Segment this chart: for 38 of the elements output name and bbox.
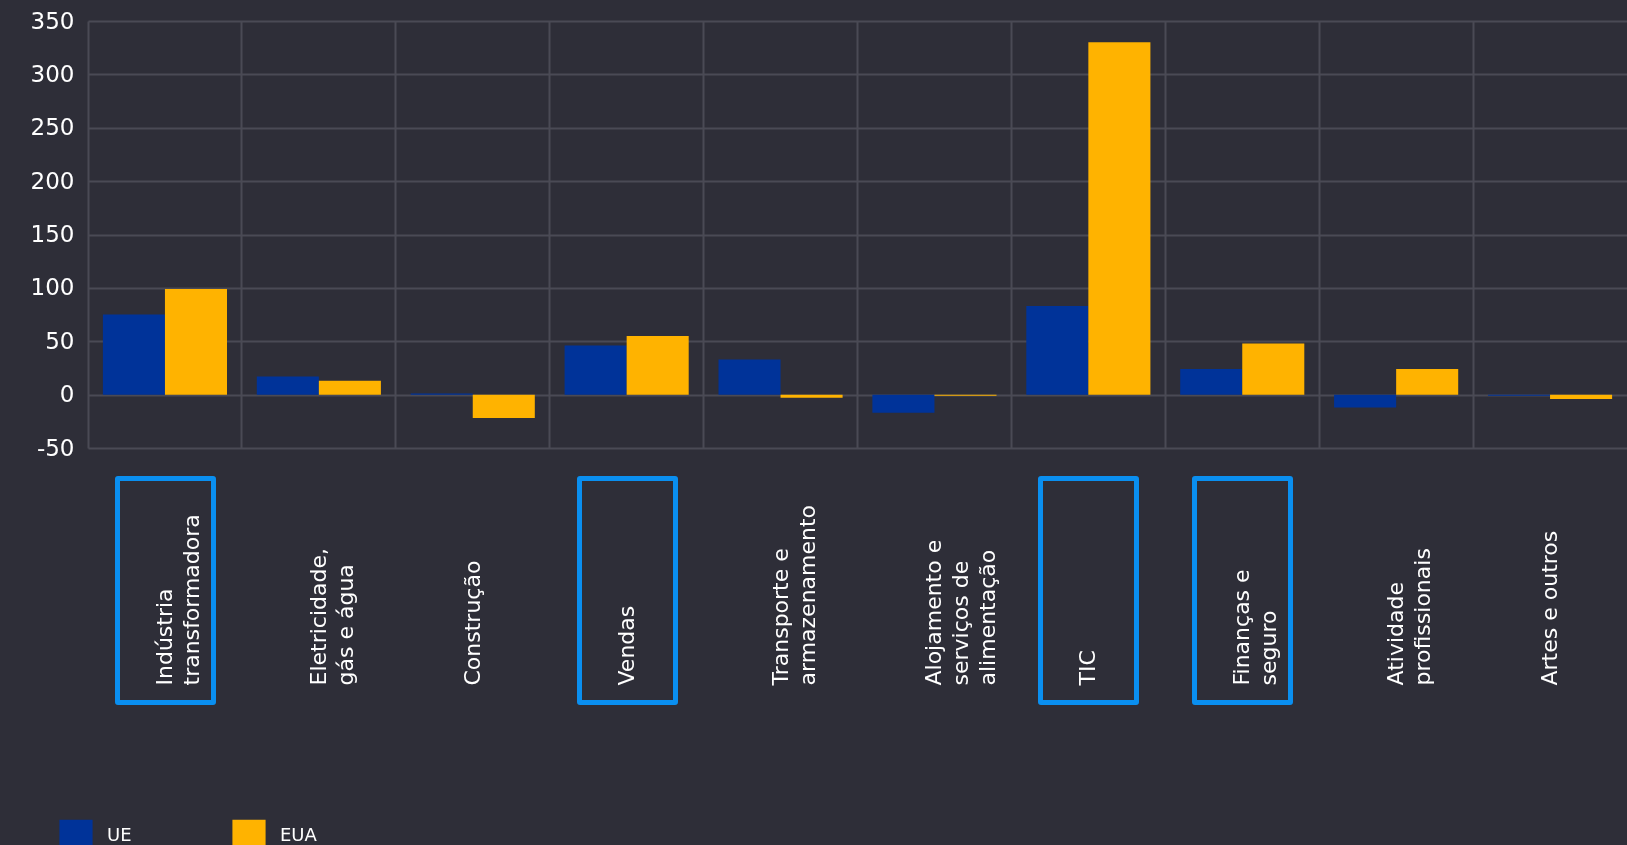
x-tick-label: Artes e outros <box>1537 530 1563 686</box>
x-tick-label: Atividade profissionais <box>1383 548 1436 686</box>
x-tick-label: Indústria transformadora <box>151 514 204 686</box>
bar <box>1396 369 1459 395</box>
bar <box>780 394 843 398</box>
x-tick-label: Construção <box>459 560 485 686</box>
x-tick-label: Transporte e armazenamento <box>767 504 820 687</box>
legend-label: EUA <box>280 824 318 845</box>
x-tick-label: Alojamento e serviços de alimentação <box>921 539 1001 686</box>
bar <box>1088 42 1151 395</box>
y-tick-label: 0 <box>59 381 75 408</box>
y-tick-label: -50 <box>36 434 75 461</box>
bar <box>318 380 381 395</box>
bar <box>564 345 627 395</box>
x-tick-label: Eletricidade, gás e água <box>305 548 358 686</box>
y-tick-label: 150 <box>30 221 75 247</box>
y-tick-label: 250 <box>30 114 75 141</box>
legend-label: UE <box>107 824 132 845</box>
y-tick-label: 350 <box>30 7 75 34</box>
y-tick-label: 200 <box>30 167 75 194</box>
bar <box>1242 343 1305 395</box>
bar <box>718 359 781 395</box>
bar <box>164 288 228 395</box>
y-tick-label: 50 <box>45 327 75 354</box>
y-tick-label: 300 <box>30 60 75 87</box>
bar <box>102 314 165 395</box>
bar <box>872 394 935 413</box>
bar <box>626 335 689 395</box>
x-tick-label: Finanças e seguro <box>1229 569 1282 686</box>
bar <box>472 394 535 419</box>
bar <box>256 376 319 395</box>
bar <box>1026 306 1089 395</box>
bar <box>1180 369 1243 395</box>
x-tick-label: Vendas <box>613 605 639 686</box>
y-tick-label: 100 <box>30 274 75 301</box>
bar <box>1334 394 1397 408</box>
x-tick-label: TIC <box>1075 650 1101 687</box>
bar <box>1550 394 1613 399</box>
